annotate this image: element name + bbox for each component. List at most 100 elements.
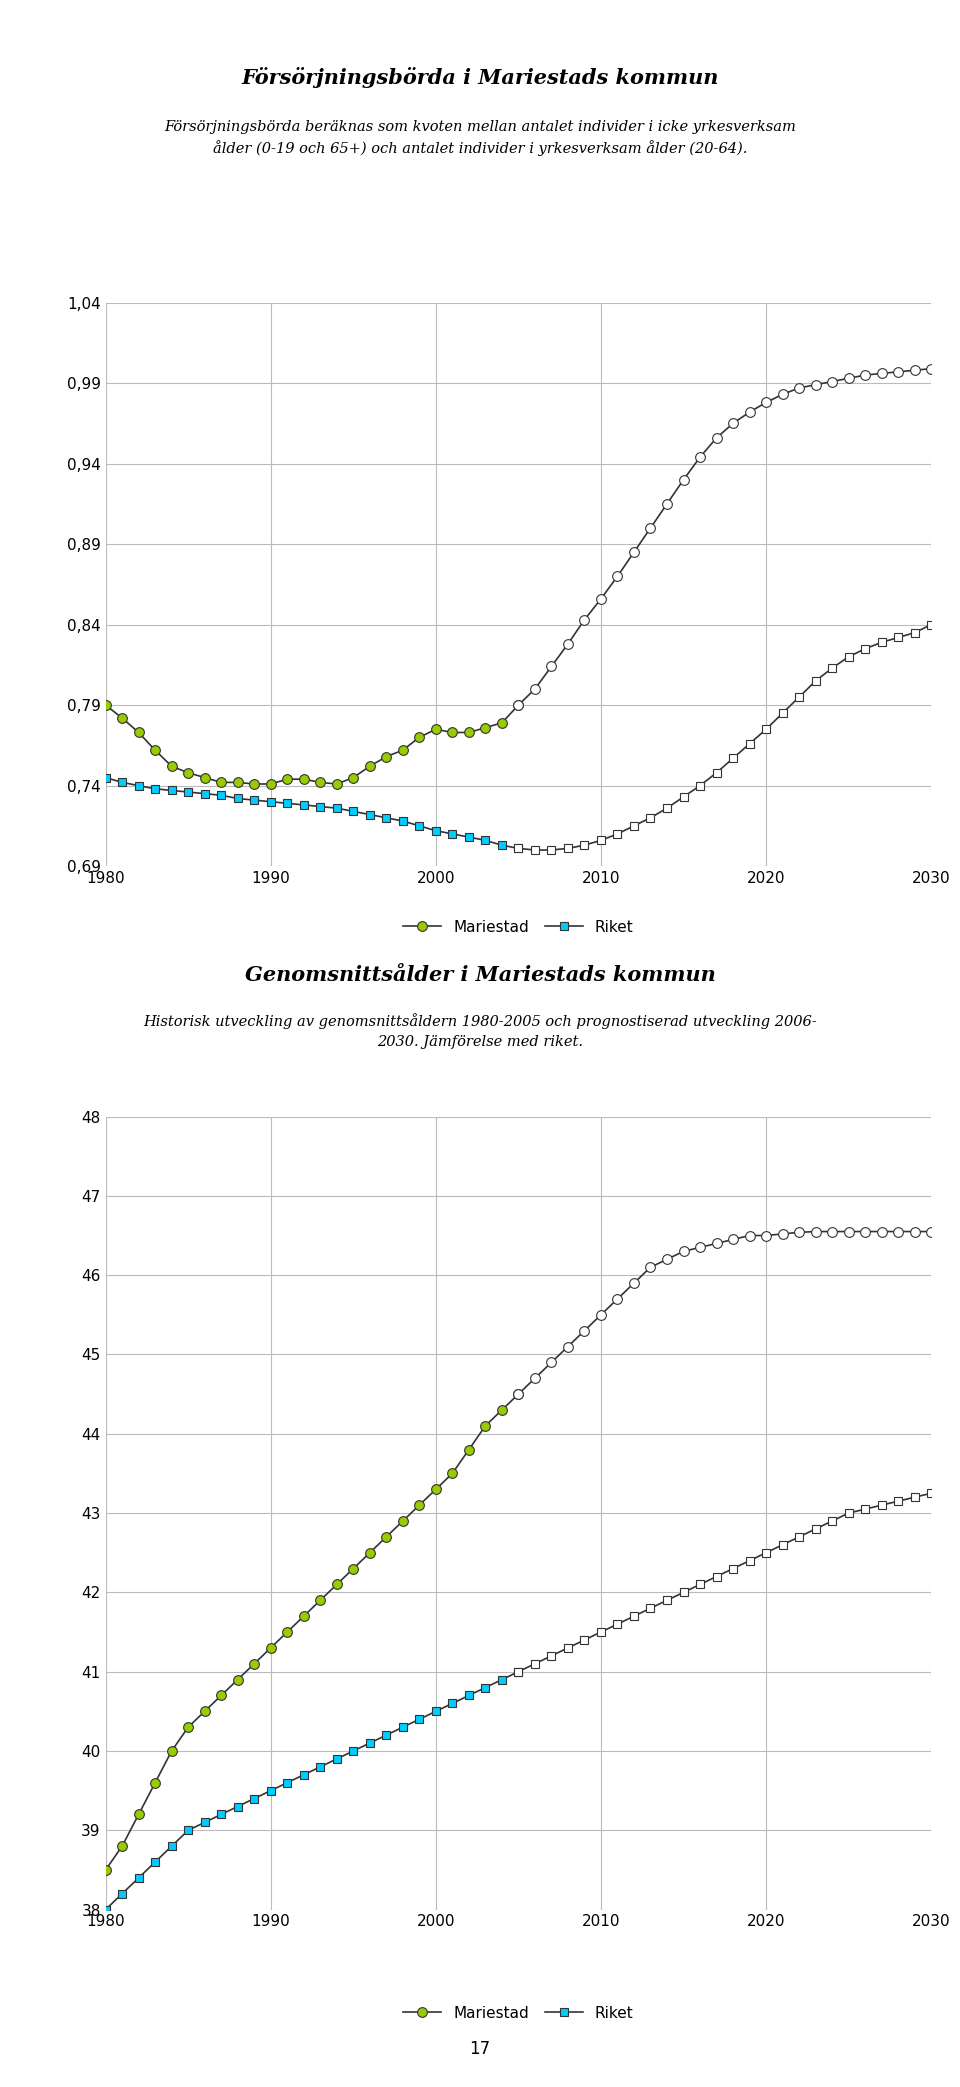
- Mariestad: [545, 1350, 557, 1375]
- Text: 17: 17: [469, 2041, 491, 2058]
- Mariestad: [760, 390, 772, 415]
- Riket: [744, 730, 756, 755]
- Mariestad: [744, 399, 756, 424]
- Riket: [529, 837, 540, 862]
- Mariestad: [628, 541, 639, 566]
- Riket: [760, 716, 772, 741]
- Mariestad: [529, 676, 540, 701]
- Text: Försörjningsbörda beräknas som kvoten mellan antalet individer i icke yrkesverks: Försörjningsbörda beräknas som kvoten me…: [164, 119, 796, 157]
- Mariestad: [777, 382, 788, 407]
- Riket: [728, 745, 739, 770]
- Riket: [694, 772, 706, 797]
- Riket: [810, 1517, 822, 1542]
- Riket: [563, 1636, 574, 1661]
- Riket: [777, 1532, 788, 1557]
- Text: Historisk utveckling av genomsnittsåldern 1980-2005 och prognostiserad utvecklin: Historisk utveckling av genomsnittsålder…: [143, 1014, 817, 1048]
- Line: Riket: Riket: [515, 1490, 935, 1676]
- Riket: [710, 1563, 722, 1588]
- Riket: [925, 611, 937, 637]
- Mariestad: [710, 426, 722, 451]
- Riket: [628, 1603, 639, 1628]
- Riket: [678, 785, 689, 810]
- Mariestad: [859, 363, 871, 388]
- Riket: [909, 620, 921, 645]
- Mariestad: [859, 1219, 871, 1244]
- Mariestad: [843, 1219, 854, 1244]
- Mariestad: [909, 357, 921, 382]
- Mariestad: [893, 359, 904, 384]
- Mariestad: [909, 1219, 921, 1244]
- Riket: [529, 1651, 540, 1676]
- Riket: [744, 1549, 756, 1574]
- Riket: [694, 1572, 706, 1597]
- Mariestad: [827, 1219, 838, 1244]
- Mariestad: [612, 563, 623, 589]
- Mariestad: [793, 1219, 804, 1244]
- Riket: [645, 1597, 657, 1622]
- Riket: [843, 645, 854, 670]
- Riket: [579, 1628, 590, 1653]
- Riket: [859, 637, 871, 662]
- Mariestad: [694, 1236, 706, 1261]
- Mariestad: [728, 411, 739, 436]
- Mariestad: [678, 1240, 689, 1265]
- Riket: [728, 1557, 739, 1582]
- Riket: [579, 833, 590, 858]
- Mariestad: [645, 515, 657, 541]
- Riket: [645, 806, 657, 831]
- Mariestad: [728, 1227, 739, 1252]
- Riket: [893, 624, 904, 649]
- Riket: [612, 822, 623, 847]
- Mariestad: [793, 376, 804, 401]
- Mariestad: [925, 1219, 937, 1244]
- Riket: [793, 1524, 804, 1549]
- Riket: [595, 829, 607, 854]
- Line: Mariestad: Mariestad: [514, 363, 936, 710]
- Riket: [678, 1580, 689, 1605]
- Mariestad: [579, 607, 590, 632]
- Mariestad: [893, 1219, 904, 1244]
- Riket: [545, 837, 557, 862]
- Riket: [893, 1488, 904, 1513]
- Mariestad: [645, 1254, 657, 1279]
- Mariestad: [810, 1219, 822, 1244]
- Mariestad: [760, 1223, 772, 1248]
- Riket: [909, 1484, 921, 1509]
- Mariestad: [777, 1221, 788, 1246]
- Mariestad: [810, 371, 822, 397]
- Mariestad: [710, 1231, 722, 1256]
- Mariestad: [876, 1219, 887, 1244]
- Riket: [793, 685, 804, 710]
- Mariestad: [661, 490, 673, 515]
- Riket: [628, 814, 639, 839]
- Riket: [859, 1496, 871, 1521]
- Riket: [661, 795, 673, 820]
- Mariestad: [595, 1302, 607, 1327]
- Riket: [595, 1620, 607, 1645]
- Riket: [710, 760, 722, 785]
- Riket: [661, 1588, 673, 1613]
- Riket: [760, 1540, 772, 1565]
- Legend: Mariestad, Riket: Mariestad, Riket: [396, 912, 641, 943]
- Mariestad: [876, 361, 887, 386]
- Mariestad: [513, 693, 524, 718]
- Line: Mariestad: Mariestad: [514, 1227, 936, 1398]
- Mariestad: [925, 357, 937, 382]
- Riket: [876, 1492, 887, 1517]
- Mariestad: [694, 445, 706, 470]
- Riket: [810, 668, 822, 693]
- Mariestad: [595, 586, 607, 611]
- Mariestad: [579, 1319, 590, 1344]
- Mariestad: [563, 1334, 574, 1359]
- Riket: [925, 1482, 937, 1507]
- Riket: [843, 1501, 854, 1526]
- Mariestad: [661, 1246, 673, 1271]
- Riket: [513, 837, 524, 862]
- Riket: [612, 1611, 623, 1636]
- Mariestad: [843, 365, 854, 390]
- Mariestad: [529, 1365, 540, 1390]
- Mariestad: [744, 1223, 756, 1248]
- Mariestad: [827, 369, 838, 394]
- Mariestad: [612, 1286, 623, 1311]
- Line: Riket: Riket: [515, 620, 935, 854]
